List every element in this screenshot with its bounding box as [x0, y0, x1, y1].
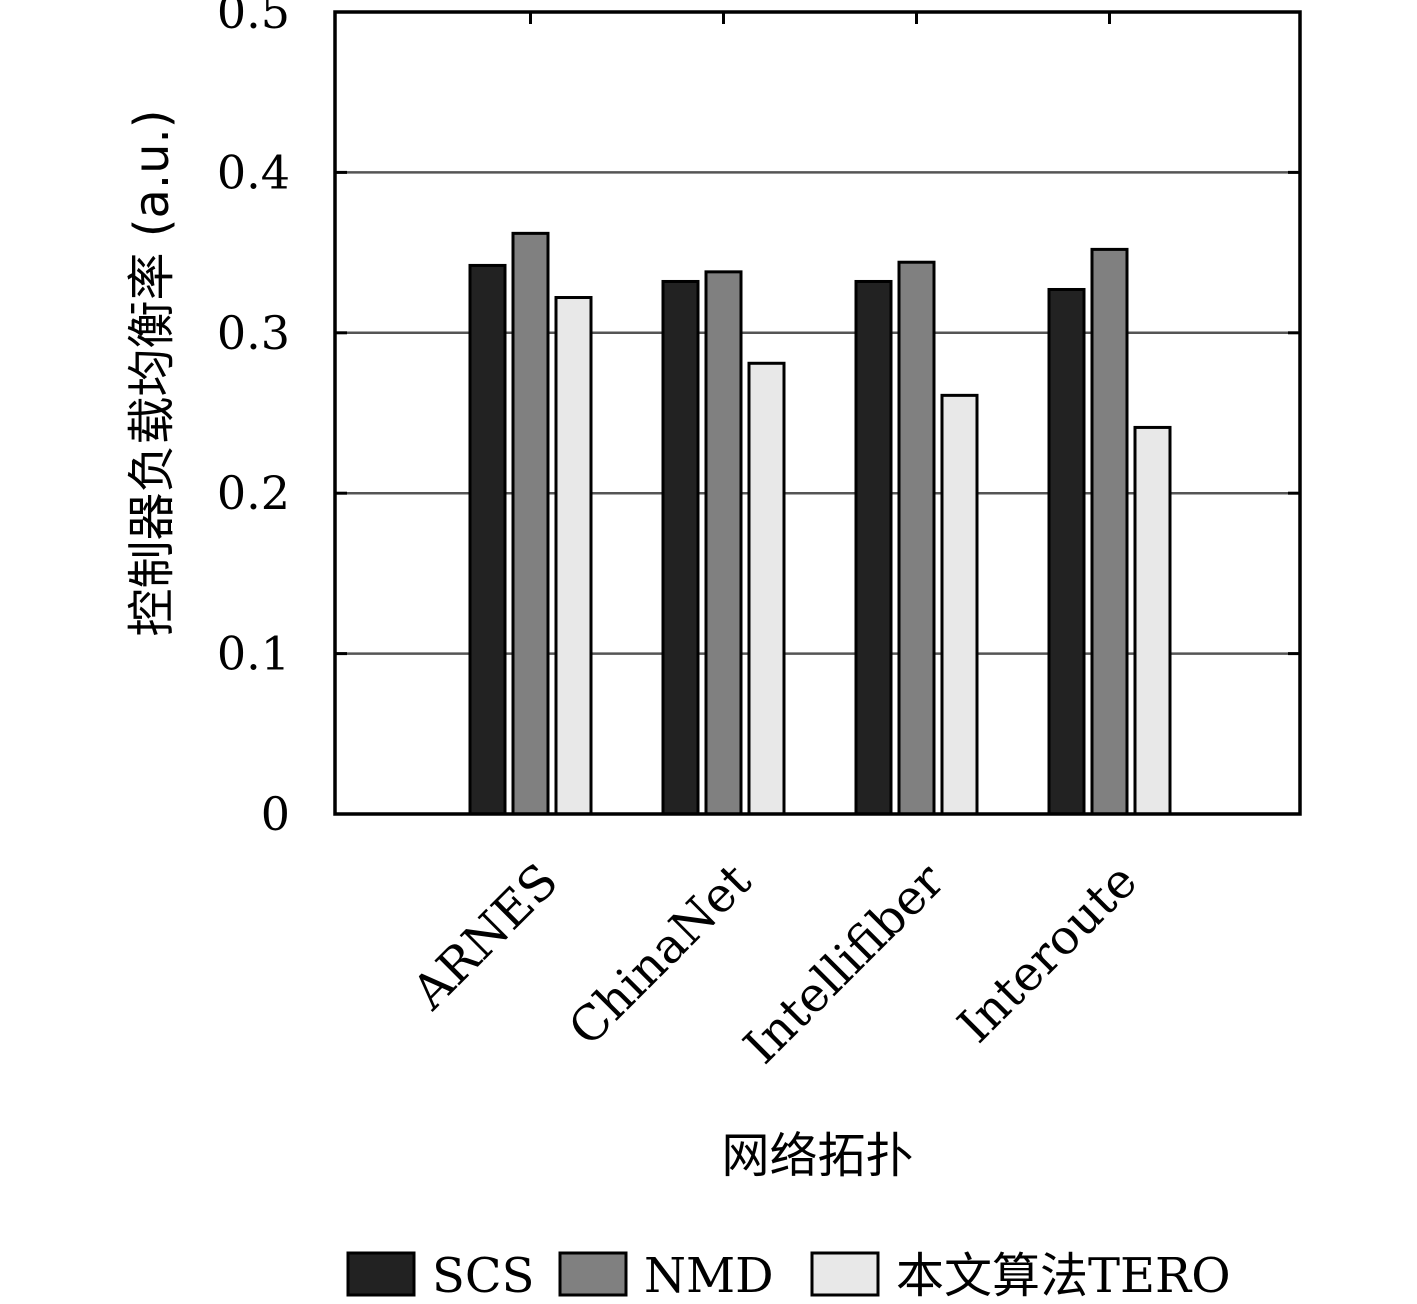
- x-axis-label: 网络拓扑: [721, 1128, 913, 1184]
- bar-ARNES-SCS: [468, 263, 507, 816]
- bar-ARNES-NMD: [511, 231, 550, 816]
- legend-label-本文算法TERO: 本文算法TERO: [896, 1248, 1231, 1304]
- legend: SCS NMD 本文算法TERO: [346, 1248, 1231, 1304]
- x-category-label-Interoute: Interoute: [947, 853, 1148, 1054]
- bar-ARNES-本文算法TERO: [554, 296, 593, 816]
- y-tick-label-1: 0.1: [217, 627, 290, 681]
- y-tick-label-3: 0.3: [217, 306, 290, 360]
- bar-ChinaNet-本文算法TERO: [747, 361, 786, 816]
- legend-swatch-NMD: [558, 1251, 628, 1297]
- y-tick-label-2: 0.2: [217, 466, 290, 520]
- y-axis-label: 控制器负载均衡率 (a.u.): [124, 109, 180, 636]
- plot-frame: [333, 10, 1302, 816]
- bar-Interoute-SCS: [1047, 287, 1086, 816]
- legend-label-NMD: NMD: [644, 1248, 774, 1304]
- bars: [468, 231, 1172, 816]
- legend-label-SCS: SCS: [432, 1248, 535, 1304]
- y-tick-label-5: 0.5: [217, 0, 290, 39]
- legend-swatch-SCS: [346, 1251, 416, 1297]
- legend-swatch-本文算法TERO: [810, 1251, 880, 1297]
- x-category-label-Intellifiber: Intellifiber: [733, 853, 955, 1075]
- bar-Intellifiber-本文算法TERO: [940, 393, 979, 816]
- bar-ChinaNet-SCS: [661, 279, 700, 816]
- bar-Interoute-本文算法TERO: [1133, 425, 1172, 816]
- bar-Intellifiber-SCS: [854, 279, 893, 816]
- bar-ChinaNet-NMD: [704, 270, 743, 816]
- y-tick-labels: 0 0.1 0.2 0.3 0.4 0.5: [217, 0, 290, 841]
- y-tick-label-0: 0: [261, 787, 290, 841]
- x-category-label-ARNES: ARNES: [401, 853, 569, 1021]
- bar-Interoute-NMD: [1090, 247, 1129, 816]
- axis-ticks: [335, 10, 1300, 816]
- y-tick-label-4: 0.4: [217, 145, 290, 199]
- x-category-label-ChinaNet: ChinaNet: [558, 853, 762, 1057]
- bar-Intellifiber-NMD: [897, 260, 936, 816]
